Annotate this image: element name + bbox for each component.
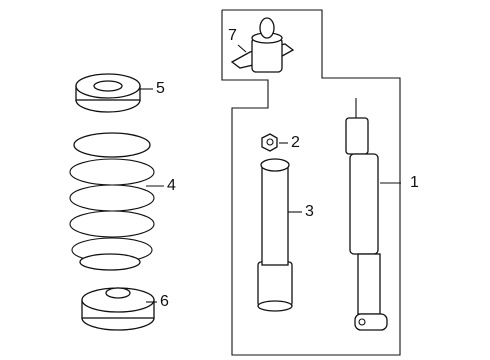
spring-lower-seat [81, 287, 155, 331]
leader-lines [140, 44, 401, 303]
group-outline [221, 9, 401, 356]
callout-label: 7 [228, 27, 237, 44]
coil-spring [69, 132, 155, 271]
callout-label: 1 [410, 174, 419, 191]
nut [261, 133, 278, 152]
bump-stop [257, 158, 293, 312]
callout-label: 6 [160, 293, 169, 310]
callout-label: 3 [305, 203, 314, 220]
spring-upper-seat [75, 73, 141, 113]
callout-label: 4 [167, 177, 176, 194]
callout-label: 5 [156, 80, 165, 97]
top-mount [230, 17, 295, 73]
callout-label: 2 [291, 134, 300, 151]
shock-absorber [345, 98, 388, 331]
